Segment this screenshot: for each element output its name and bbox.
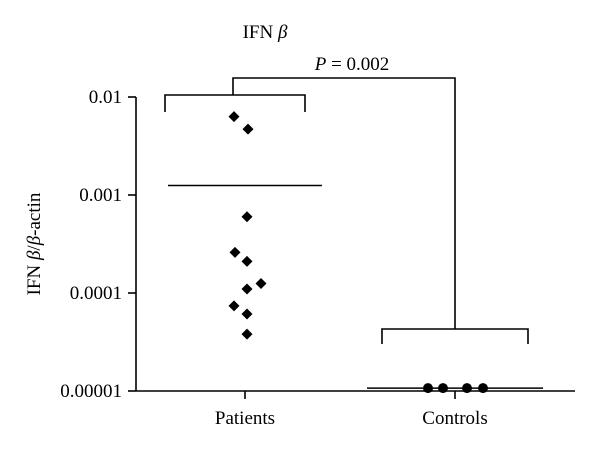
x-categories: Patients Controls	[215, 391, 488, 429]
point-patients-7	[228, 300, 240, 312]
bracket-controls	[381, 328, 529, 344]
point-controls-3	[478, 383, 488, 394]
group-means	[168, 184, 543, 389]
y-axis-label: IFN β/β-actin	[24, 192, 45, 295]
y-tick-label-1: 0.001	[79, 185, 122, 206]
significance-brackets	[164, 77, 529, 344]
point-patients-0	[228, 111, 240, 123]
x-tick-label-0: Patients	[215, 408, 275, 429]
point-patients-5	[255, 278, 267, 290]
y-tick-label-2: 0.0001	[70, 283, 122, 304]
point-controls-0	[423, 383, 433, 394]
point-patients-2	[241, 211, 253, 223]
point-patients-8	[241, 308, 253, 320]
point-patients-9	[241, 328, 253, 340]
point-patients-6	[241, 283, 253, 295]
y-tick-label-0: 0.01	[89, 87, 122, 108]
point-patients-3	[229, 246, 241, 258]
bracket-connector	[232, 77, 456, 329]
point-patients-1	[242, 123, 254, 135]
point-controls-2	[462, 383, 472, 394]
point-controls-1	[438, 383, 448, 394]
bracket-patients	[164, 94, 306, 112]
chart-title: IFN β	[243, 22, 288, 43]
y-ticks: 0.01 0.001 0.0001 0.00001	[60, 87, 136, 402]
p-value-label: P = 0.002	[314, 54, 390, 75]
y-tick-label-3: 0.00001	[60, 381, 122, 402]
data-points	[228, 111, 488, 394]
x-tick-label-1: Controls	[422, 408, 487, 429]
point-patients-4	[241, 255, 253, 267]
